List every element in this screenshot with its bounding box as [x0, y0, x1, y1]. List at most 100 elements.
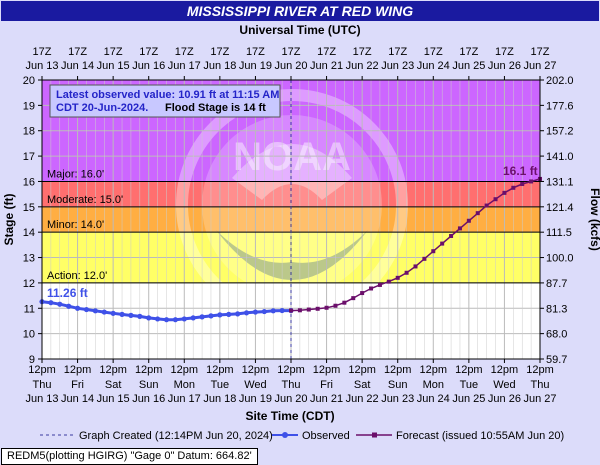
- bottom-tick-day: Thu: [282, 379, 301, 391]
- top-tick-utc: 17Z: [282, 46, 301, 58]
- observed-point: [163, 317, 170, 323]
- forecast-point: [413, 264, 418, 269]
- y-tick-label: 11: [24, 303, 35, 315]
- forecast-point: [502, 190, 507, 195]
- top-tick-date: Jun 13: [25, 60, 58, 72]
- top-tick-date: Jun 14: [61, 60, 94, 72]
- bottom-tick-day: Wed: [244, 379, 266, 391]
- forecast-point: [511, 185, 516, 190]
- top-tick-date: Jun 19: [239, 60, 272, 72]
- forecast-point: [395, 275, 400, 280]
- bottom-tick-time: 12pm: [384, 364, 412, 376]
- bottom-tick-time: 12pm: [348, 364, 376, 376]
- bottom-tick-date: Jun 22: [346, 393, 379, 405]
- bottom-tick-time: 12pm: [313, 364, 341, 376]
- flow-tick-label: 59.7: [546, 354, 567, 366]
- forecast-point: [440, 241, 445, 246]
- observed-point: [279, 307, 285, 314]
- forecast-point: [431, 249, 436, 254]
- legend-forecast-label: Forecast (issued 10:55AM Jun 20): [396, 430, 564, 442]
- bottom-tick-time: 12pm: [491, 364, 519, 376]
- observed-point: [92, 308, 98, 314]
- flood-stage-note: Flood Stage is 14 ft: [165, 102, 266, 114]
- forecast-point: [306, 307, 311, 312]
- y-tick-label: 16: [23, 176, 35, 188]
- observed-point: [101, 309, 107, 315]
- observed-point: [155, 316, 161, 322]
- noaa-emblem-ring-icon: [176, 89, 408, 321]
- y-tick-label: 20: [23, 75, 35, 87]
- latest-info-box: [49, 84, 281, 118]
- observed-start-label: 11.26 ft: [47, 286, 88, 300]
- flood-label-4: Action: 12.0': [47, 270, 107, 282]
- y-tick-label: 9: [29, 354, 35, 366]
- watermark-text: NOAA: [233, 135, 351, 179]
- y-tick-label: 19: [23, 100, 35, 112]
- top-tick-date: Jun 17: [168, 60, 201, 72]
- observed-point: [252, 309, 259, 315]
- flow-tick-label: 68.0: [546, 329, 567, 341]
- top-axis-title: Universal Time (UTC): [239, 23, 360, 37]
- observed-point: [243, 310, 250, 316]
- forecast-point: [404, 270, 409, 275]
- legend-observed-marker-icon: [282, 432, 288, 438]
- top-tick-utc: 17Z: [68, 46, 87, 58]
- top-tick-utc: 17Z: [246, 46, 265, 58]
- bottom-tick-day: Tue: [460, 379, 479, 391]
- top-tick-date: Jun 16: [132, 60, 165, 72]
- top-tick-date: Jun 20: [274, 60, 307, 72]
- forecast-point: [377, 282, 382, 287]
- top-tick-utc: 17Z: [33, 46, 52, 58]
- bottom-axis-title: Site Time (CDT): [245, 409, 334, 423]
- forecast-point: [333, 303, 338, 308]
- bottom-tick-day: Fri: [71, 379, 84, 391]
- bottom-tick-time: 12pm: [206, 364, 234, 376]
- y-axis-title: Stage (ft): [2, 194, 16, 246]
- y-tick-label: 18: [23, 126, 35, 138]
- forecast-point: [342, 300, 347, 305]
- flood-label-3: Minor: 14.0': [47, 219, 104, 231]
- forecast-point: [386, 279, 391, 284]
- bottom-tick-time: 12pm: [28, 364, 56, 376]
- top-tick-utc: 17Z: [531, 46, 550, 58]
- forecast-point: [457, 226, 462, 231]
- observed-point: [217, 312, 223, 318]
- bottom-tick-date: Jun 24: [417, 393, 450, 405]
- bottom-tick-day: Sun: [388, 379, 408, 391]
- flow-tick-label: 100.0: [546, 253, 574, 265]
- observed-point: [119, 311, 125, 317]
- bottom-tick-time: 12pm: [277, 364, 305, 376]
- observed-point: [270, 308, 276, 314]
- forecast-point: [369, 286, 374, 291]
- top-tick-date: Jun 15: [97, 60, 130, 72]
- y-tick-label: 13: [23, 253, 35, 265]
- observed-point: [146, 315, 152, 321]
- observed-point: [261, 308, 267, 315]
- bottom-tick-day: Sat: [354, 379, 371, 391]
- top-tick-date: Jun 18: [203, 60, 236, 72]
- bottom-tick-day: Thu: [531, 379, 550, 391]
- flow-tick-label: 141.0: [546, 151, 574, 163]
- flood-label-2: Moderate: 15.0': [47, 194, 123, 206]
- top-tick-utc: 17Z: [175, 46, 194, 58]
- observed-point: [208, 313, 214, 319]
- forecast-point: [520, 181, 525, 186]
- bottom-tick-date: Jun 18: [203, 393, 236, 405]
- bottom-tick-day: Wed: [493, 379, 515, 391]
- bottom-tick-date: Jun 21: [310, 393, 343, 405]
- top-tick-utc: 17Z: [424, 46, 443, 58]
- flow-tick-label: 131.1: [546, 176, 574, 188]
- forecast-point: [360, 291, 365, 296]
- noaa-emblem-wave-icon: [216, 230, 368, 280]
- legend-observed-label: Observed: [302, 430, 350, 442]
- flow-tick-label: 111.5: [546, 227, 572, 239]
- bottom-tick-date: Jun 26: [488, 393, 521, 405]
- noaa-emblem-bird-icon: [232, 144, 352, 200]
- bottom-tick-date: Jun 20: [274, 393, 307, 405]
- forecast-point: [315, 306, 320, 311]
- legend-created-label: Graph Created (12:14PM Jun 20, 2024): [79, 430, 273, 442]
- top-tick-utc: 17Z: [139, 46, 158, 58]
- top-tick-utc: 17Z: [388, 46, 407, 58]
- forecast-point: [493, 197, 498, 202]
